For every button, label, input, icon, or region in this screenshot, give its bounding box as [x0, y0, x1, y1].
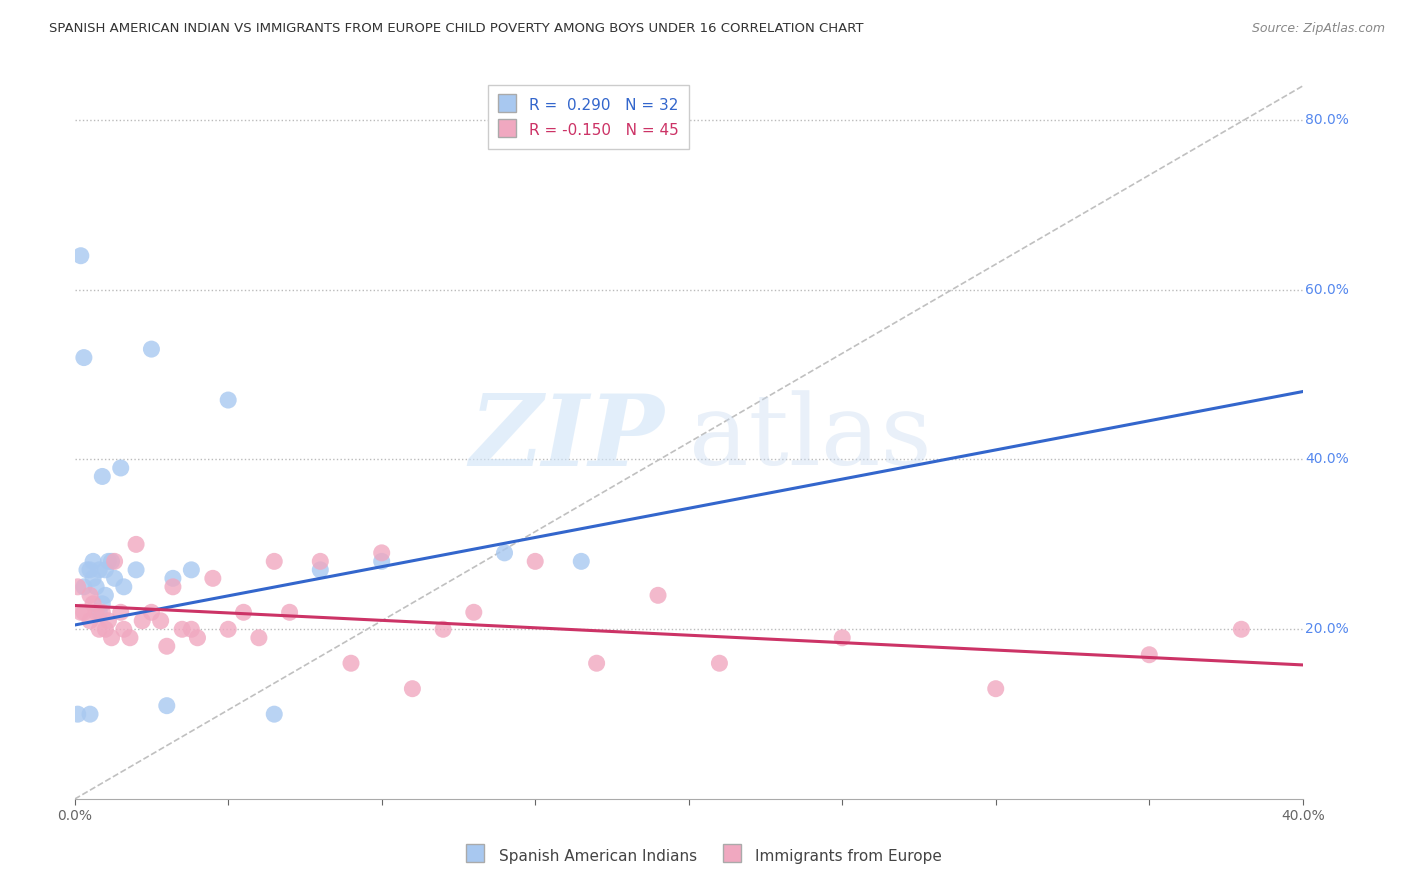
Text: SPANISH AMERICAN INDIAN VS IMMIGRANTS FROM EUROPE CHILD POVERTY AMONG BOYS UNDER: SPANISH AMERICAN INDIAN VS IMMIGRANTS FR… — [49, 22, 863, 36]
Text: 40.0%: 40.0% — [1305, 452, 1348, 467]
Point — [69, 249, 91, 263]
Point — [82, 571, 104, 585]
Point — [110, 461, 132, 475]
Point — [141, 342, 163, 356]
Point — [97, 614, 120, 628]
Point — [125, 563, 148, 577]
Point — [217, 392, 239, 407]
Text: 20.0%: 20.0% — [1305, 623, 1348, 636]
Point — [104, 571, 127, 585]
Point — [91, 469, 114, 483]
Point — [309, 563, 332, 577]
Text: 80.0%: 80.0% — [1305, 113, 1350, 127]
Point — [217, 622, 239, 636]
Point — [73, 351, 96, 365]
Point — [89, 622, 111, 636]
Point — [79, 563, 101, 577]
Point — [66, 580, 89, 594]
Point — [984, 681, 1007, 696]
Point — [79, 614, 101, 628]
Point — [91, 597, 114, 611]
Point — [494, 546, 516, 560]
Point — [201, 571, 224, 585]
Point — [79, 707, 101, 722]
Point — [180, 563, 202, 577]
Point — [180, 622, 202, 636]
Point — [569, 554, 592, 568]
Point — [89, 605, 111, 619]
Point — [162, 580, 184, 594]
Point — [79, 588, 101, 602]
Point — [94, 622, 117, 636]
Text: 60.0%: 60.0% — [1305, 283, 1350, 297]
Point — [156, 639, 179, 653]
Point — [94, 563, 117, 577]
Point — [112, 580, 135, 594]
Point — [97, 554, 120, 568]
Point — [82, 554, 104, 568]
Point — [162, 571, 184, 585]
Point — [149, 614, 172, 628]
Point — [84, 605, 107, 619]
Point — [141, 605, 163, 619]
Text: Source: ZipAtlas.com: Source: ZipAtlas.com — [1251, 22, 1385, 36]
Point — [131, 614, 153, 628]
Point — [186, 631, 208, 645]
Text: ZIP: ZIP — [470, 390, 664, 486]
Point — [112, 622, 135, 636]
Point — [118, 631, 141, 645]
Point — [110, 605, 132, 619]
Point — [91, 605, 114, 619]
Point — [100, 631, 122, 645]
Point — [73, 605, 96, 619]
Point — [432, 622, 454, 636]
Point — [156, 698, 179, 713]
Point — [69, 605, 91, 619]
Point — [401, 681, 423, 696]
Point — [172, 622, 194, 636]
Point — [66, 707, 89, 722]
Point — [76, 563, 98, 577]
Point — [125, 537, 148, 551]
Point — [370, 546, 392, 560]
Point — [73, 580, 96, 594]
Legend: R =  0.290   N = 32, R = -0.150   N = 45: R = 0.290 N = 32, R = -0.150 N = 45 — [488, 85, 689, 149]
Legend: Spanish American Indians, Immigrants from Europe: Spanish American Indians, Immigrants fro… — [458, 840, 948, 871]
Point — [340, 657, 363, 671]
Point — [104, 554, 127, 568]
Point — [89, 563, 111, 577]
Point — [247, 631, 270, 645]
Point — [94, 588, 117, 602]
Point — [647, 588, 669, 602]
Point — [232, 605, 254, 619]
Point — [1137, 648, 1160, 662]
Point — [831, 631, 853, 645]
Point — [585, 657, 607, 671]
Point — [524, 554, 547, 568]
Point — [278, 605, 301, 619]
Text: atlas: atlas — [689, 391, 931, 486]
Point — [100, 554, 122, 568]
Point — [463, 605, 485, 619]
Point — [370, 554, 392, 568]
Point — [82, 597, 104, 611]
Point — [263, 707, 285, 722]
Point — [84, 580, 107, 594]
Point — [709, 657, 731, 671]
Point — [263, 554, 285, 568]
Point — [309, 554, 332, 568]
Point — [1230, 622, 1253, 636]
